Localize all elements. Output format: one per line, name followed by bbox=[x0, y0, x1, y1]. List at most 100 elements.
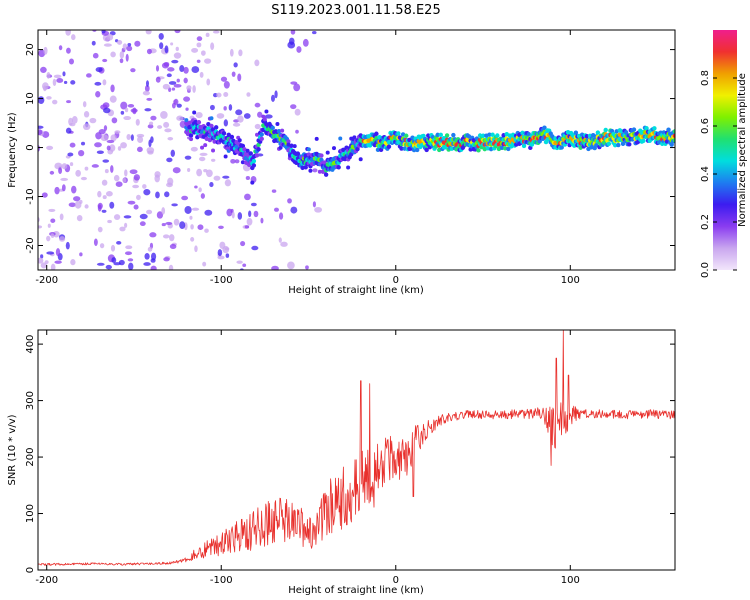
heatmap-cell bbox=[109, 95, 117, 103]
heatmap-cell bbox=[167, 177, 174, 186]
heatmap-cell bbox=[40, 66, 47, 74]
heatmap-cell bbox=[124, 222, 128, 228]
snr-y-axis-label: SNR (10 * v/v) bbox=[7, 414, 18, 485]
heatmap-cell bbox=[59, 236, 66, 242]
heatmap-cell bbox=[286, 139, 291, 144]
heatmap-cell bbox=[312, 168, 318, 173]
heatmap-cell bbox=[100, 134, 109, 142]
x-tick-label: -100 bbox=[210, 275, 233, 286]
heatmap-cell bbox=[280, 128, 285, 133]
heatmap-cell bbox=[666, 127, 671, 132]
heatmap-cell bbox=[240, 143, 246, 149]
heatmap-cell bbox=[314, 206, 323, 213]
heatmap-cell bbox=[237, 212, 243, 220]
snr-x-ticks: -200 -100 0 100 bbox=[35, 330, 580, 586]
heatmap-cell bbox=[183, 77, 188, 84]
x-tick-label: -100 bbox=[210, 575, 233, 586]
heatmap-cell bbox=[95, 91, 101, 98]
heatmap-cell bbox=[38, 257, 44, 264]
heatmap-cell bbox=[200, 50, 206, 56]
heatmap-cell bbox=[184, 118, 189, 123]
heatmap-cell bbox=[75, 169, 81, 177]
heatmap-cell bbox=[124, 251, 132, 256]
heatmap-cell bbox=[58, 167, 63, 175]
heatmap-cell bbox=[124, 169, 128, 177]
heatmap-cell bbox=[164, 45, 169, 54]
heatmap-cell bbox=[162, 83, 170, 90]
heatmap-cell bbox=[192, 110, 197, 115]
heatmap-cell bbox=[303, 165, 308, 170]
heatmap-cell bbox=[190, 237, 195, 242]
heatmap-cell bbox=[246, 92, 251, 97]
heatmap-cell bbox=[191, 207, 200, 211]
heatmap-cell bbox=[86, 73, 92, 78]
heatmap-cell bbox=[280, 241, 288, 247]
heatmap-cell bbox=[289, 143, 294, 148]
heatmap-cell bbox=[302, 38, 309, 47]
heatmap-cell bbox=[217, 249, 223, 257]
heatmap-cell bbox=[226, 132, 231, 138]
heatmap-cell bbox=[244, 225, 250, 229]
heatmap-cell bbox=[154, 174, 160, 183]
heatmap-cell bbox=[40, 262, 47, 269]
heatmap-cell bbox=[156, 211, 164, 219]
heatmap-cell bbox=[495, 133, 500, 138]
heatmap-cell bbox=[278, 237, 282, 243]
heatmap-cell bbox=[96, 150, 104, 154]
heatmap-cell bbox=[209, 104, 215, 111]
heatmap-cell bbox=[254, 123, 261, 130]
heatmap-cell bbox=[97, 226, 103, 233]
heatmap-cell bbox=[155, 76, 161, 83]
heatmap-cell bbox=[204, 228, 209, 233]
heatmap-cell bbox=[95, 67, 103, 73]
heatmap-cell bbox=[260, 217, 264, 224]
heatmap-cell bbox=[168, 234, 175, 242]
heatmap-cell bbox=[142, 90, 150, 96]
colorbar-tick-label: 0.8 bbox=[700, 70, 711, 86]
heatmap-cell bbox=[120, 110, 125, 115]
heatmap-cell bbox=[245, 148, 250, 153]
heatmap-cell bbox=[358, 157, 363, 162]
x-tick-label: -200 bbox=[35, 275, 58, 286]
heatmap-cell bbox=[476, 148, 481, 153]
heatmap-cell bbox=[116, 39, 123, 45]
heatmap-cell bbox=[155, 191, 160, 199]
heatmap-cell bbox=[256, 147, 261, 152]
heatmap-cell bbox=[165, 221, 173, 225]
heatmap-cell bbox=[191, 66, 200, 74]
heatmap-cell bbox=[159, 42, 164, 50]
heatmap-cell bbox=[127, 258, 134, 262]
heatmap-cell bbox=[251, 245, 259, 251]
heatmap-cell bbox=[490, 132, 495, 137]
heatmap-cell bbox=[196, 59, 201, 63]
snr-panel: -200 -100 0 100 0 100 200 300 400 Height of str… bbox=[7, 329, 676, 596]
heatmap-cell bbox=[84, 204, 89, 209]
heatmap-cell bbox=[102, 58, 108, 63]
heatmap-cell bbox=[287, 261, 295, 270]
heatmap-cell bbox=[93, 238, 98, 247]
heatmap-cell bbox=[396, 131, 401, 136]
y-tick-label: 10 bbox=[25, 92, 36, 105]
heatmap-cell bbox=[168, 264, 174, 270]
heatmap-cell bbox=[306, 147, 311, 152]
colorbar-tick-label: 0.4 bbox=[700, 166, 711, 182]
heatmap-cell bbox=[211, 148, 216, 153]
heatmap-cell bbox=[143, 262, 151, 266]
heatmap-cell bbox=[185, 107, 189, 111]
heatmap-cell bbox=[198, 187, 202, 193]
heatmap-cell bbox=[137, 135, 144, 144]
heatmap-cell bbox=[110, 51, 116, 58]
heatmap-cell bbox=[67, 152, 74, 157]
heatmap-cell bbox=[264, 114, 273, 119]
heatmap-cell bbox=[196, 36, 203, 42]
heatmap-cell bbox=[48, 208, 56, 212]
heatmap-cell bbox=[56, 78, 64, 83]
heatmap-cell bbox=[323, 172, 329, 177]
heatmap-cell bbox=[251, 158, 257, 164]
heatmap-cell bbox=[424, 147, 429, 153]
heatmap-cell bbox=[38, 225, 43, 229]
heatmap-cell bbox=[190, 146, 198, 152]
y-tick-label: 0 bbox=[25, 144, 36, 150]
heatmap-cell bbox=[179, 65, 185, 73]
